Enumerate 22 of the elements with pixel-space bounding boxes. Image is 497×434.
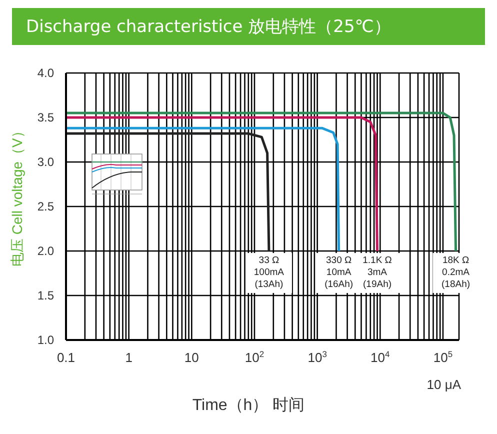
y-tick-label: 2.0 (37, 244, 54, 258)
x-axis-title: Time（h） 时间 (191, 396, 306, 416)
x-tick-label: 0.1 (56, 350, 76, 365)
y-tick-label: 4.0 (37, 66, 54, 80)
y-axis-title: 电压 Cell voltage（V） (8, 124, 25, 266)
y-tick-label: 2.5 (37, 200, 54, 214)
y-tick-label: 1.0 (37, 333, 54, 347)
annotation: 33 Ω 100mA (13Ah) (254, 255, 285, 290)
x-tick-label: 10$^{3}$ (308, 349, 328, 365)
annotation: 330 Ω 10mA (16Ah) (324, 255, 354, 290)
x-tick-label: 10$^{4}$ (370, 349, 390, 365)
x-tick-label: 1 (125, 350, 132, 365)
y-tick-label: 3.5 (37, 110, 54, 124)
y-tick-label: 3.0 (37, 155, 54, 169)
x-tick-label: 10$^{5}$ (433, 349, 453, 365)
text: 10 μA (426, 377, 461, 392)
x-tick-label: 10 (184, 350, 199, 365)
annotation: 1.1K Ω 3mA (19Ah) (362, 255, 392, 290)
chart-title: Discharge characteristice 放电特性（25℃） (12, 8, 485, 45)
x-tick-label: 10$^{2}$ (244, 349, 264, 365)
annotation: 18K Ω 0.2mA (18Ah) (442, 255, 470, 290)
y-tick-label: 1.5 (37, 288, 54, 302)
